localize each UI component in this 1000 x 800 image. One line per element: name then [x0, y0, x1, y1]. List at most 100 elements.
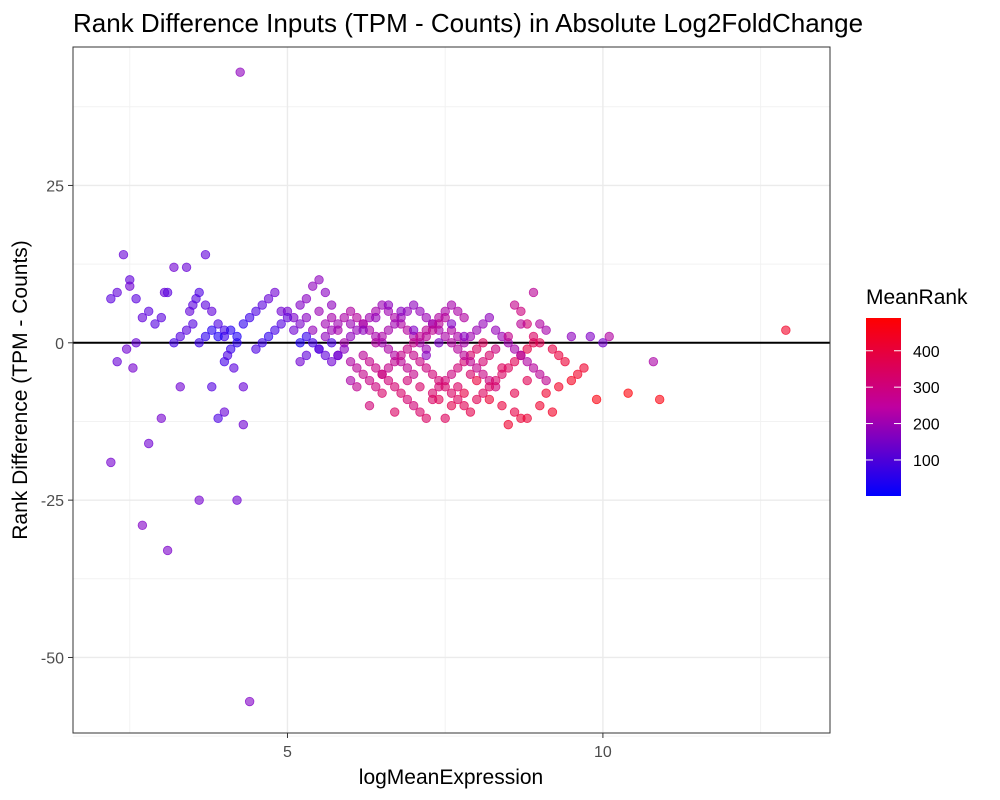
data-point: [112, 287, 122, 298]
data-point: [390, 407, 400, 417]
data-point: [415, 306, 425, 317]
data-point: [541, 375, 551, 386]
data-point: [222, 350, 233, 361]
data-point: [478, 338, 488, 348]
data-point: [572, 369, 583, 379]
data-point: [522, 375, 532, 386]
data-point: [478, 388, 488, 398]
data-point: [408, 325, 419, 335]
data-point: [566, 375, 577, 386]
data-point: [408, 369, 419, 379]
data-point: [446, 388, 457, 398]
legend-ticks: 100 200 300 400: [866, 344, 940, 470]
data-point: [118, 249, 129, 260]
chart-title: Rank Difference Inputs (TPM - Counts) in…: [73, 8, 863, 38]
legend-tick-label: 200: [913, 417, 940, 434]
data-point: [421, 350, 431, 361]
data-point: [591, 394, 602, 405]
data-point: [408, 300, 419, 310]
plot-border: [72, 46, 831, 734]
data-point: [415, 356, 425, 367]
data-point: [654, 394, 665, 405]
data-point: [143, 306, 154, 317]
x-tick-label: 5: [283, 744, 292, 761]
data-point: [263, 331, 274, 342]
data-point: [314, 344, 324, 354]
data-point: [509, 407, 520, 417]
data-point: [535, 338, 545, 348]
data-point: [585, 331, 595, 342]
data-point: [200, 331, 211, 342]
data-point: [232, 495, 242, 505]
data-point: [598, 338, 608, 348]
data-point: [194, 287, 204, 298]
data-point: [308, 325, 318, 335]
data-point: [314, 275, 324, 285]
data-point: [541, 388, 551, 398]
data-point: [516, 413, 526, 424]
data-point: [478, 369, 488, 379]
data-point: [345, 356, 356, 367]
data-point: [232, 331, 242, 342]
data-point: [358, 350, 368, 361]
data-point: [358, 369, 368, 379]
data-point: [446, 300, 457, 310]
data-point: [295, 319, 305, 329]
data-point: [434, 375, 444, 386]
data-point: [427, 325, 438, 335]
data-point: [390, 382, 400, 392]
data-point: [434, 319, 444, 329]
data-point: [282, 312, 293, 323]
data-point: [257, 300, 267, 310]
data-point: [301, 331, 312, 342]
y-tick-label: -25: [41, 493, 64, 510]
data-point: [541, 325, 551, 335]
grid-major: [73, 47, 830, 733]
data-point: [301, 294, 312, 304]
data-point: [446, 401, 457, 411]
data-point: [326, 356, 337, 367]
data-point: [472, 363, 482, 373]
data-point: [229, 363, 239, 373]
legend-colorbar: [866, 318, 901, 496]
data-point: [106, 294, 116, 304]
data-point: [207, 325, 217, 335]
data-point: [263, 294, 274, 304]
data-point: [131, 338, 141, 348]
data-point: [308, 338, 318, 348]
data-point: [440, 331, 450, 342]
data-point: [484, 350, 495, 361]
data-point: [333, 350, 343, 361]
data-point: [453, 394, 463, 405]
data-point: [371, 363, 381, 373]
data-point: [535, 369, 545, 379]
data-point: [345, 306, 356, 317]
data-point: [326, 300, 337, 310]
data-point: [188, 319, 198, 329]
data-point: [535, 319, 545, 329]
data-point: [396, 350, 406, 361]
data-point: [446, 369, 457, 379]
data-point: [121, 344, 132, 354]
data-point: [169, 338, 179, 348]
data-point: [137, 520, 148, 531]
data-point: [402, 394, 413, 405]
data-point: [213, 413, 223, 424]
legend-tick-label: 400: [913, 344, 940, 361]
data-point: [509, 300, 520, 310]
data-point: [566, 331, 577, 342]
data-point: [465, 369, 476, 379]
data-point: [427, 394, 438, 405]
data-point: [219, 407, 230, 417]
data-point: [320, 331, 331, 342]
data-point: [175, 382, 185, 392]
data-point: [579, 363, 589, 373]
data-point: [383, 344, 394, 354]
data-point: [434, 338, 444, 348]
data-point: [421, 331, 431, 342]
data-point: [453, 344, 463, 354]
data-point: [459, 388, 469, 398]
data-point: [371, 338, 381, 348]
data-point: [478, 319, 488, 329]
data-point: [497, 363, 507, 373]
